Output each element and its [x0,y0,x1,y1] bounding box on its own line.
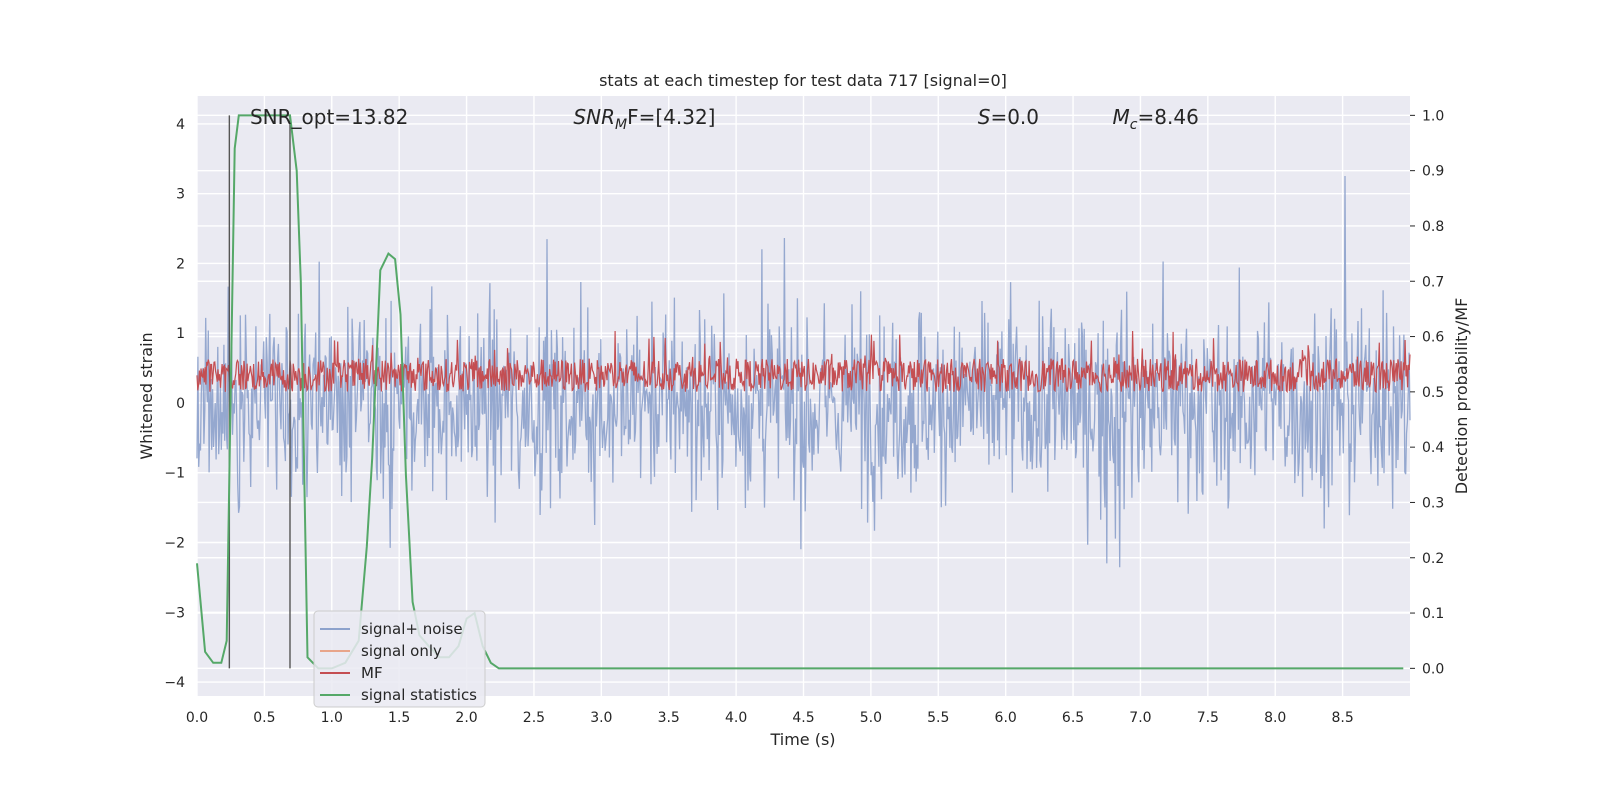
snr-opt-annotation: SNR_opt=13.82 [250,105,408,129]
annotations: SNR_opt=13.82 SNRMF=[4.32] S=0.0 Mc=8.46 [250,105,1199,133]
y-tick-label: −3 [164,605,185,621]
mf-line [196,330,1411,394]
x-tick-label: 6.5 [1062,710,1084,726]
y-tick-label: −2 [164,536,185,552]
legend-box [313,610,486,708]
mc-annotation: Mc=8.46 [1113,105,1199,133]
legend-label: signal+ noise [361,620,463,638]
x-tick-label: 6.0 [995,710,1017,726]
x-tick-label: 7.0 [1129,710,1151,726]
x-tick-label: 1.0 [321,710,343,726]
y-tick-label: 1 [176,326,185,342]
y-right-axis-label: Detection probability/MF [1452,298,1471,495]
y-right-tick-label: 0.8 [1422,219,1444,235]
legend-label: signal only [361,642,442,660]
snr-mf-annotation: SNRMF=[4.32] [573,105,715,133]
y-right-tick-label: 0.2 [1422,551,1444,567]
y-tick-label: 3 [176,187,185,203]
x-tick-label: 5.5 [927,710,949,726]
x-tick-label: 2.5 [523,710,545,726]
x-tick-label: 1.5 [388,710,410,726]
x-tick-label: 8.5 [1331,710,1353,726]
x-axis-ticks: 0.0 0.5 1.0 1.5 2.0 2.5 3.0 3.5 4.0 4.5 5.0 5.5 6.0 6… [186,710,1354,726]
y-right-tick-label: 0.4 [1422,440,1444,456]
y-axis-ticks: −4 −3 −2 −1 0 1 2 3 4 [164,117,185,691]
y-right-tick-label: 0.0 [1422,661,1444,677]
mf-series [196,330,1411,394]
chart-title: stats at each timestep for test data 717… [599,71,1007,90]
y-right-tick-label: 0.7 [1422,274,1444,290]
x-tick-label: 0.0 [186,710,208,726]
legend-label: signal statistics [361,686,477,704]
y-tick-label: −1 [164,466,185,482]
y-right-tick-label: 0.3 [1422,495,1444,511]
y-axis-label: Whitened strain [137,332,156,459]
y-tick-label: 0 [176,396,185,412]
signal-statistics-line [196,114,1404,670]
y-right-tick-label: 0.5 [1422,385,1444,401]
x-axis-label: Time (s) [769,730,835,749]
x-tick-label: 5.0 [860,710,882,726]
vertical-markers [228,115,291,669]
x-tick-label: 2.0 [455,710,477,726]
x-tick-label: 4.0 [725,710,747,726]
s-annotation: S=0.0 [978,105,1039,129]
y-tick-label: −4 [164,675,185,691]
grid [196,96,1410,696]
x-tick-label: 8.0 [1264,710,1286,726]
y-right-tick-label: 0.1 [1422,606,1444,622]
signal-statistics-series [196,114,1404,670]
y-right-axis-ticks: 0.0 0.1 0.2 0.3 0.4 0.5 0.6 0.7 0.8 0.9 1.0 [1410,108,1444,677]
y-right-tick-label: 0.9 [1422,164,1444,180]
x-tick-label: 3.0 [590,710,612,726]
signal-noise-series [196,175,1411,568]
x-tick-label: 4.5 [792,710,814,726]
y-tick-label: 2 [176,256,185,272]
x-tick-label: 3.5 [658,710,680,726]
legend: signal+ noise signal only MF signal statist… [313,610,486,708]
x-tick-label: 7.5 [1197,710,1219,726]
signal-noise-line [196,175,1411,568]
y-right-tick-label: 1.0 [1422,108,1444,124]
legend-label: MF [361,664,383,682]
x-tick-label: 0.5 [253,710,275,726]
y-tick-label: 4 [176,117,185,133]
y-right-tick-label: 0.6 [1422,330,1444,346]
